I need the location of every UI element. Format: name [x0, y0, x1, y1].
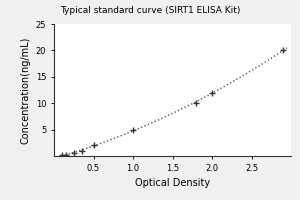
Y-axis label: Concentration(ng/mL): Concentration(ng/mL): [20, 36, 30, 144]
X-axis label: Optical Density: Optical Density: [135, 178, 210, 188]
Text: Typical standard curve (SIRT1 ELISA Kit): Typical standard curve (SIRT1 ELISA Kit): [60, 6, 240, 15]
